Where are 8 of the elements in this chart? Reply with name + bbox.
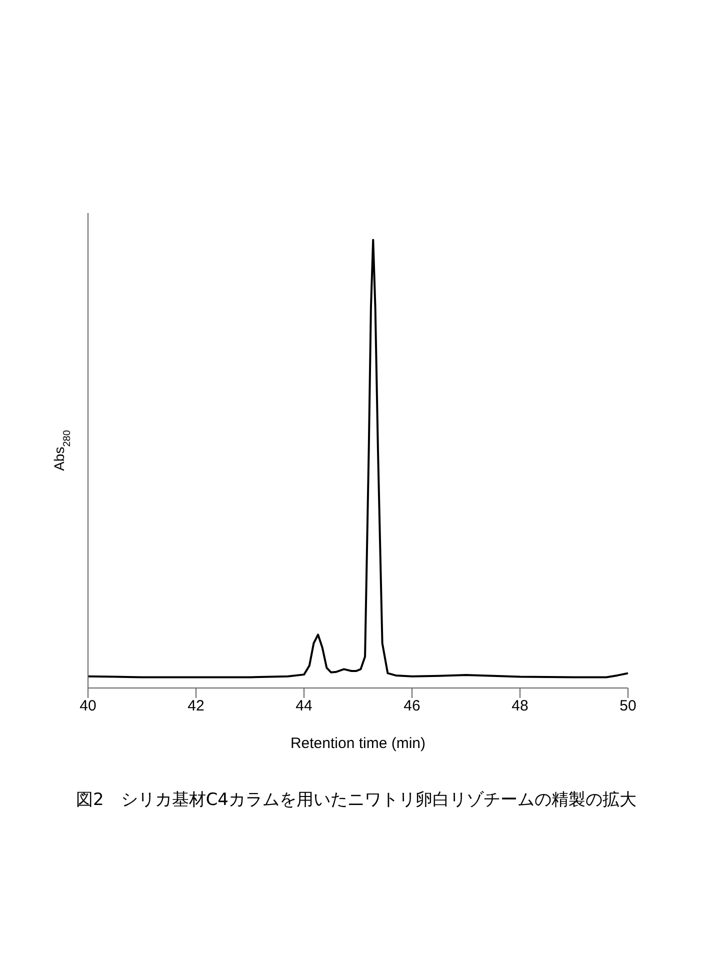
x-tick-label: 44	[296, 698, 312, 715]
x-axis-title: Retention time (min)	[290, 735, 426, 752]
caption: 図2 シリカ基材C4カラムを用いたニワトリ卵白リゾチームの精製の拡大	[76, 789, 638, 811]
x-tick-label: 40	[80, 698, 96, 715]
x-tick-label: 48	[512, 698, 528, 715]
x-tick-label: 42	[188, 698, 204, 715]
x-tick-label: 50	[620, 698, 636, 715]
x-tick-label: 46	[404, 698, 420, 715]
